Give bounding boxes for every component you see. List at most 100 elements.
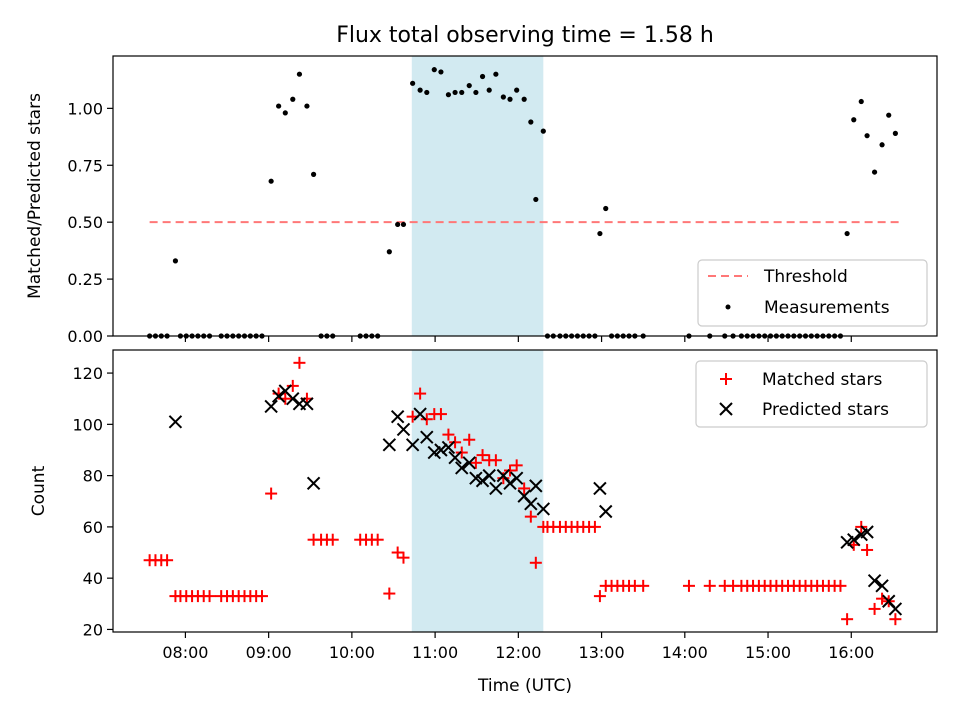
predicted-star-point bbox=[448, 450, 462, 465]
predicted-star-point bbox=[405, 438, 420, 452]
legend-matched-label: Matched stars bbox=[762, 370, 882, 390]
predicted-star-point bbox=[396, 422, 411, 437]
measurement-point bbox=[528, 119, 534, 125]
matched-star-point bbox=[593, 590, 606, 603]
measurement-point bbox=[493, 71, 499, 77]
predicted-star-point bbox=[867, 574, 882, 588]
measurement-point bbox=[310, 171, 317, 177]
measurement-point bbox=[290, 96, 296, 102]
matched-star-point bbox=[455, 446, 468, 459]
top-axes-frame bbox=[112, 55, 938, 337]
matched-star-point bbox=[518, 482, 531, 495]
x-tick-label: 14:00 bbox=[662, 643, 708, 662]
measurement-point bbox=[844, 230, 850, 237]
measurement-point bbox=[172, 258, 179, 264]
predicted-star-point bbox=[475, 474, 490, 488]
bottom-y-tick-label: 100 bbox=[72, 415, 103, 434]
predicted-star-point bbox=[489, 481, 503, 496]
x-axis-label: Time (UTC) bbox=[477, 676, 572, 696]
matched-star-point bbox=[434, 408, 447, 421]
measurement-point bbox=[445, 92, 452, 98]
measurement-point bbox=[386, 249, 392, 255]
predicted-star-point bbox=[306, 476, 321, 491]
bottom-y-tick-label: 120 bbox=[72, 364, 103, 383]
matched-star-point bbox=[682, 579, 695, 592]
bottom-y-tick-label: 40 bbox=[83, 569, 103, 588]
x-tick-label: 13:00 bbox=[579, 643, 625, 662]
measurement-point bbox=[486, 87, 492, 93]
predicted-star-point bbox=[300, 397, 314, 411]
top-y-tick-label: 0.75 bbox=[67, 156, 103, 175]
x-tick-label: 10:00 bbox=[329, 643, 375, 662]
chart-title: Flux total observing time = 1.58 h bbox=[336, 23, 714, 48]
bottom-y-tick-label: 20 bbox=[83, 620, 103, 639]
measurement-point bbox=[892, 130, 898, 136]
measurement-point bbox=[395, 221, 401, 228]
legend-measurements-swatch bbox=[725, 304, 731, 310]
measurement-point bbox=[473, 89, 479, 96]
bottom-x-ticks: 08:00 09:00 10:00 11:00 12:00 13:00 14:00 15:00… bbox=[162, 632, 874, 662]
matched-star-point bbox=[469, 456, 482, 469]
measurement-point bbox=[514, 87, 520, 93]
x-tick-label: 12:00 bbox=[495, 643, 541, 662]
measurement-point bbox=[282, 110, 288, 116]
matched-star-point bbox=[868, 602, 881, 615]
matched-star-point bbox=[588, 520, 601, 533]
measurement-point bbox=[304, 103, 310, 109]
predicted-star-point bbox=[286, 392, 300, 406]
measurement-point bbox=[851, 117, 857, 123]
predicted-star-point bbox=[847, 533, 861, 547]
matched-star-point bbox=[255, 590, 268, 603]
bottom-y-ticks: 20 40 60 80 100 120 bbox=[72, 364, 113, 639]
measurement-point bbox=[466, 82, 472, 89]
measurement-point bbox=[438, 69, 444, 75]
legend-measurements-label: Measurements bbox=[764, 298, 890, 318]
predicted-star-point bbox=[271, 389, 286, 403]
measurement-point bbox=[459, 89, 465, 96]
predicted-star-point bbox=[168, 415, 183, 429]
measurement-point bbox=[879, 142, 885, 148]
predicted-star-point bbox=[509, 471, 524, 485]
bottom-shaded-region bbox=[411, 350, 544, 632]
x-tick-label: 09:00 bbox=[246, 643, 292, 662]
count-panel: 20 40 60 80 100 120 08:00 09:00 10:00 11:00 12:00… bbox=[29, 349, 938, 696]
top-y-tick-label: 0.50 bbox=[67, 213, 103, 232]
matched-star-point bbox=[161, 554, 174, 567]
predicted-star-point bbox=[462, 456, 476, 470]
matched-star-point bbox=[463, 433, 476, 446]
bottom-legend: Matched stars Predicted stars bbox=[695, 360, 928, 428]
measurement-point bbox=[410, 80, 416, 86]
top-y-tick-label: 0.25 bbox=[67, 270, 103, 289]
measurement-point bbox=[597, 230, 603, 237]
matched-star-point bbox=[203, 590, 216, 603]
measurement-point bbox=[886, 112, 892, 118]
matched-star-point bbox=[834, 579, 847, 592]
matched-star-point bbox=[286, 379, 299, 392]
top-legend: Threshold Measurements bbox=[697, 259, 928, 327]
measurement-point bbox=[424, 89, 430, 96]
predicted-star-point bbox=[390, 409, 405, 424]
matched-star-point bbox=[476, 449, 489, 462]
measurement-point bbox=[479, 73, 486, 80]
matched-star-point bbox=[889, 613, 902, 626]
matched-star-point bbox=[420, 413, 433, 426]
bottom-y-axis-label: Count bbox=[29, 465, 49, 516]
top-y-ticks: 0.00 0.25 0.50 0.75 1.00 bbox=[67, 99, 113, 346]
bottom-axes-frame bbox=[112, 349, 938, 633]
measurement-point bbox=[276, 103, 282, 109]
x-tick-label: 11:00 bbox=[412, 643, 458, 662]
x-tick-label: 15:00 bbox=[745, 643, 791, 662]
matched-star-point bbox=[449, 436, 462, 449]
predicted-star-point bbox=[599, 504, 613, 519]
predicted-star-points bbox=[168, 384, 903, 616]
matched-star-point bbox=[637, 579, 650, 592]
matched-star-point bbox=[391, 546, 404, 559]
top-y-tick-label: 1.00 bbox=[67, 99, 103, 118]
top-shaded-region bbox=[411, 56, 544, 336]
measurement-point bbox=[603, 205, 609, 212]
predicted-star-point bbox=[382, 438, 397, 452]
measurement-point bbox=[400, 221, 407, 228]
matched-star-point bbox=[442, 428, 455, 441]
predicted-star-point bbox=[593, 481, 607, 496]
